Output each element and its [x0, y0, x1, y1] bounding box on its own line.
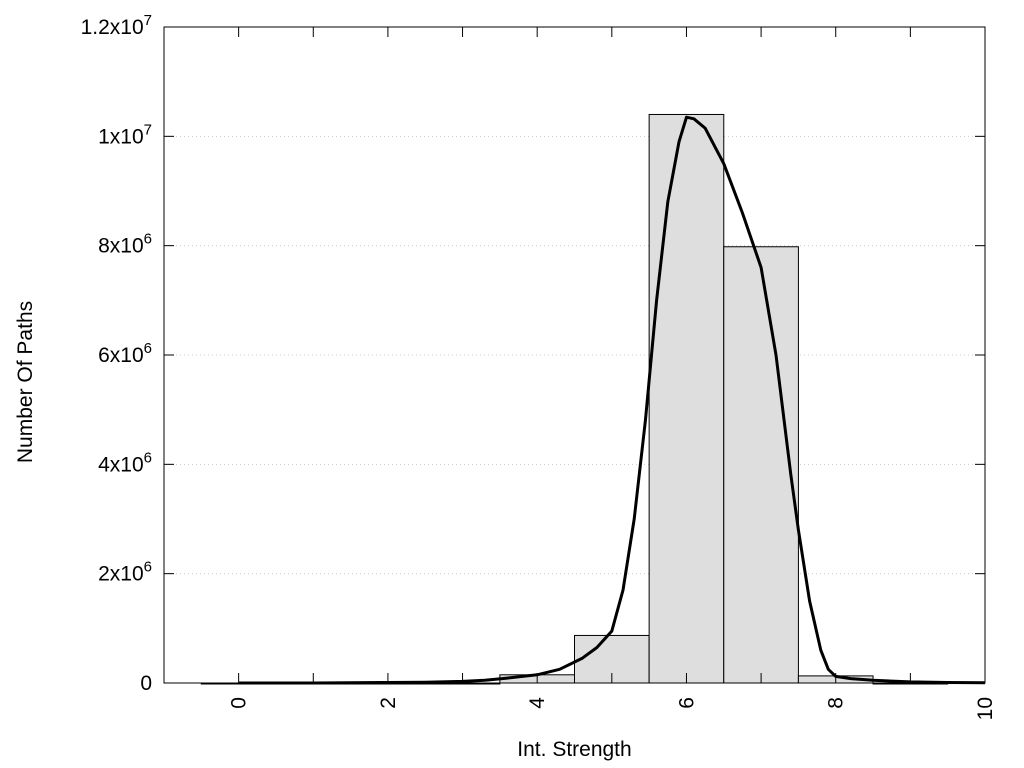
- y-tick-labels: 0 2x106 4x106 6x106 8x106 1x107 1.2x107: [81, 12, 152, 695]
- y-tick-label: 6x106: [98, 340, 152, 367]
- histogram-bar: [648, 113, 725, 684]
- y-tick-label: 1x107: [98, 121, 152, 148]
- x-tick-label: 6: [675, 697, 698, 709]
- x-tick-label: 0: [228, 697, 251, 709]
- x-axis-title: Int. Strength: [517, 738, 631, 761]
- axis-ticks: [164, 26, 986, 684]
- x-tick-label: 4: [526, 697, 549, 709]
- x-tick-labels: 0 2 4 6 8 10: [228, 697, 997, 721]
- x-tick-label: 8: [825, 697, 848, 709]
- y-tick-label: 2x106: [98, 559, 152, 586]
- y-tick-label: 4x106: [98, 449, 152, 476]
- density-curve: [238, 115, 986, 685]
- grid-lines: [164, 135, 985, 575]
- y-tick-label: 0: [140, 672, 152, 695]
- x-tick-label: 2: [377, 697, 400, 709]
- y-axis-title: Number Of Paths: [14, 301, 37, 463]
- y-tick-label: 1.2x107: [81, 12, 152, 39]
- histogram-bar: [723, 246, 799, 684]
- x-tick-label: 10: [974, 697, 997, 720]
- histogram-bars: [200, 113, 949, 685]
- plot-frame: [163, 26, 986, 684]
- y-tick-label: 8x106: [98, 231, 152, 258]
